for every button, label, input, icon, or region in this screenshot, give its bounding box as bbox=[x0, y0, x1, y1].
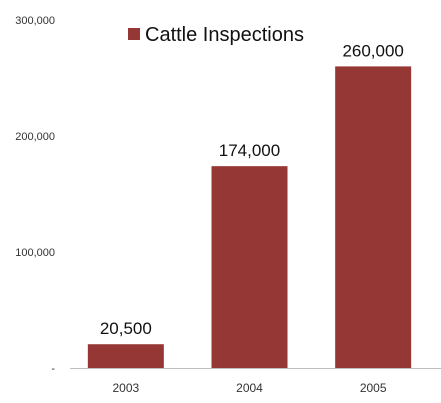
data-label-2003: 20,500 bbox=[100, 319, 152, 338]
bar-2004 bbox=[211, 166, 288, 368]
bar-2003 bbox=[87, 344, 164, 368]
bar-2005 bbox=[335, 66, 412, 369]
category-label-2004: 2004 bbox=[236, 381, 263, 395]
data-label-2004: 174,000 bbox=[219, 141, 280, 160]
y-axis-ticks: - 100,000 200,000 300,000 bbox=[15, 15, 55, 375]
category-label-2005: 2005 bbox=[360, 381, 387, 395]
data-labels: 20,500 174,000 260,000 bbox=[100, 41, 404, 338]
y-tick-label: - bbox=[51, 363, 55, 375]
legend-label: Cattle Inspections bbox=[145, 24, 304, 46]
x-axis-categories: 2003 2004 2005 bbox=[112, 381, 386, 395]
category-label-2003: 2003 bbox=[112, 381, 139, 395]
bars bbox=[87, 66, 412, 369]
legend: Cattle Inspections bbox=[128, 24, 304, 46]
data-label-2005: 260,000 bbox=[342, 41, 403, 60]
legend-swatch bbox=[128, 28, 140, 40]
y-tick-label: 300,000 bbox=[15, 15, 55, 27]
y-tick-label: 200,000 bbox=[15, 131, 55, 143]
y-tick-label: 100,000 bbox=[15, 247, 55, 259]
